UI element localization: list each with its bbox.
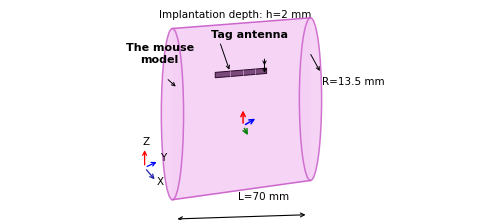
Text: Z: Z	[142, 137, 149, 147]
Ellipse shape	[161, 29, 183, 200]
Text: Implantation depth: h=2 mm: Implantation depth: h=2 mm	[159, 10, 312, 20]
Ellipse shape	[299, 18, 321, 180]
Text: R=13.5 mm: R=13.5 mm	[322, 77, 385, 87]
Text: Y: Y	[160, 153, 166, 163]
Text: Tag antenna: Tag antenna	[211, 30, 288, 40]
Polygon shape	[215, 68, 267, 78]
Text: The mouse
model: The mouse model	[125, 44, 194, 65]
Polygon shape	[172, 18, 310, 200]
Text: X: X	[157, 177, 164, 187]
Text: L=70 mm: L=70 mm	[238, 191, 289, 202]
